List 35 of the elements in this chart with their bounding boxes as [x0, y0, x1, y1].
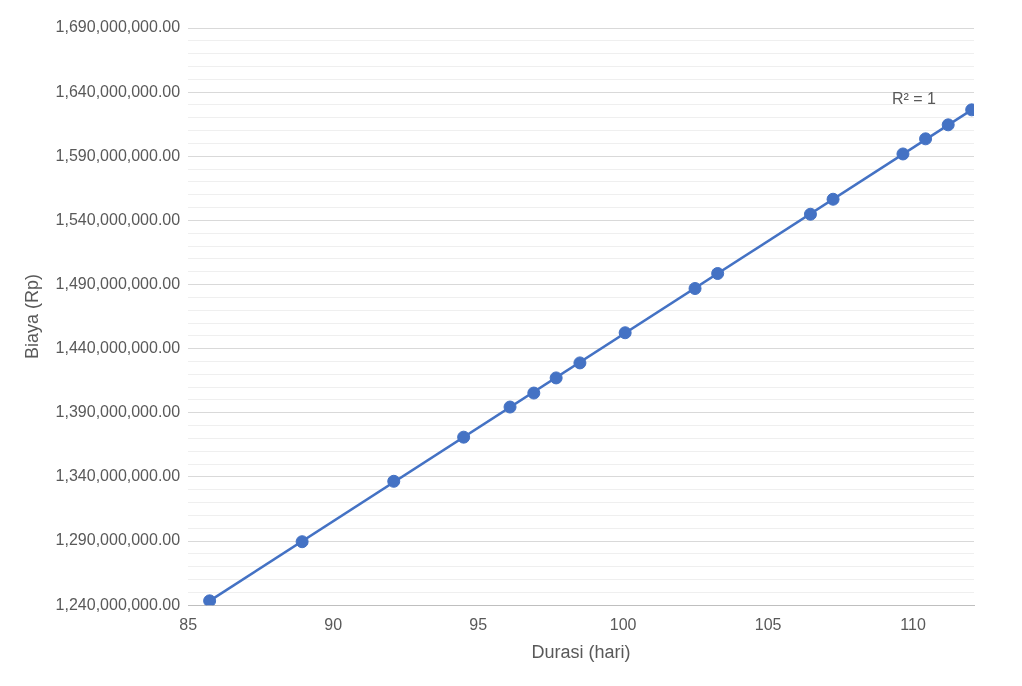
point: [919, 132, 933, 146]
y-tick-label: 1,390,000,000.00: [55, 403, 181, 421]
y-tick-label: 1,540,000,000.00: [55, 210, 181, 228]
point: [387, 474, 401, 488]
y-tick-label: 1,490,000,000.00: [55, 274, 181, 292]
x-axis-title: Durasi (hari): [531, 642, 631, 663]
x-tick-label: 100: [609, 616, 637, 634]
point: [503, 400, 517, 414]
point: [618, 326, 632, 340]
x-tick-label: 110: [900, 616, 926, 634]
point: [295, 535, 309, 549]
y-axis-title: Biaya (Rp): [21, 274, 42, 360]
y-tick-label: 1,240,000,000.00: [55, 595, 181, 613]
x-tick-label: 85: [179, 616, 198, 634]
x-tick-label: 95: [469, 616, 488, 634]
point: [573, 356, 587, 370]
y-tick-label: 1,340,000,000.00: [55, 467, 181, 485]
point: [803, 207, 817, 221]
point: [711, 267, 725, 280]
point: [527, 386, 541, 400]
y-tick-label: 1,590,000,000.00: [55, 146, 181, 164]
point: [688, 282, 702, 296]
y-tick-label: 1,640,000,000.00: [55, 82, 181, 100]
point: [457, 430, 471, 444]
point: [203, 594, 217, 606]
x-tick-label: 105: [754, 616, 782, 634]
y-tick-label: 1,290,000,000.00: [55, 531, 181, 549]
y-tick-label: 1,440,000,000.00: [55, 339, 181, 357]
point: [826, 192, 840, 206]
x-tick-label: 90: [324, 616, 343, 634]
point: [549, 371, 563, 385]
point: [941, 118, 955, 132]
point: [896, 147, 910, 161]
annotation: R² = 1: [891, 90, 937, 108]
y-tick-label: 1,690,000,000.00: [55, 18, 181, 36]
